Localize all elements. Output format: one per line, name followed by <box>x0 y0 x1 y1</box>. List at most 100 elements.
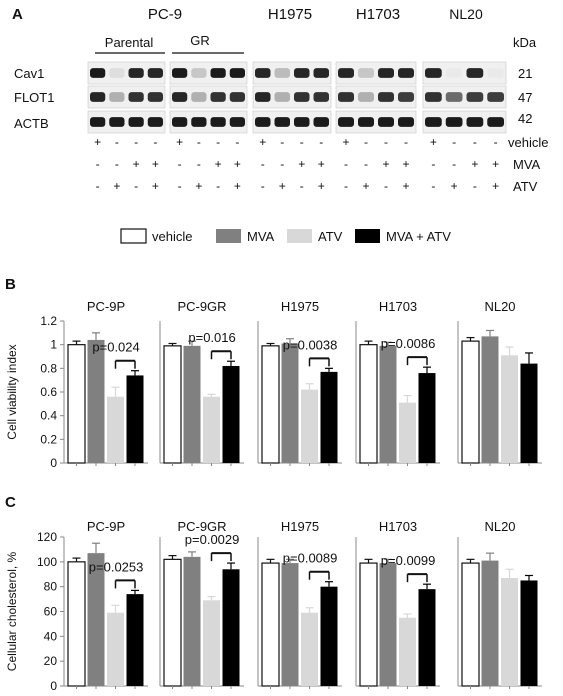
treatment-sign: - <box>473 135 477 149</box>
treatment-sign: - <box>364 135 368 149</box>
treatment-sign: + <box>318 157 325 171</box>
bar <box>481 560 499 686</box>
blot-band <box>338 117 354 127</box>
treatment-sign: - <box>261 179 265 193</box>
treatment-matrix: + - - - + - - - + - - - + - - - + - - -- - + + - - + + - - + + - - + + - - + +… <box>94 135 499 193</box>
blot-strip <box>335 61 417 85</box>
bar <box>107 612 124 686</box>
p-value-label: p=0.0029 <box>185 532 240 547</box>
treatment-sign: + <box>298 157 305 171</box>
treatment-sign: - <box>216 135 220 149</box>
treatment-sign: + <box>342 135 349 149</box>
y-tick-label: 100 <box>37 555 57 569</box>
treatment-sign: - <box>344 157 348 171</box>
treatment-sign: + <box>430 135 437 149</box>
bar <box>203 396 220 463</box>
blot-band <box>466 117 484 127</box>
treatment-sign: - <box>319 135 323 149</box>
y-tick-label: 1.2 <box>40 314 57 328</box>
blot-band <box>445 117 463 127</box>
bar <box>67 561 86 687</box>
y-tick-label: 0.8 <box>40 361 57 375</box>
blot-band <box>109 92 125 102</box>
p-value-label: p=0.024 <box>92 340 139 355</box>
treatment-sign: - <box>178 179 182 193</box>
blot-band <box>294 68 310 78</box>
kda-value-cav1: 21 <box>518 66 532 81</box>
blot-band <box>274 117 290 127</box>
p-value-label: p=0.0253 <box>89 559 144 574</box>
blot-band <box>109 117 125 127</box>
treatment-sign: - <box>431 157 435 171</box>
y-tick-label: 120 <box>37 530 57 544</box>
treatment-sign: + <box>113 179 120 193</box>
blot-band <box>229 68 245 78</box>
blot-band <box>487 92 504 102</box>
subplot-title: H1703 <box>379 519 417 534</box>
treatment-sign: - <box>300 135 304 149</box>
bar <box>126 594 144 686</box>
bar <box>481 336 499 463</box>
legend-swatch-mva <box>216 229 241 243</box>
blot-band <box>147 117 163 127</box>
treatment-sign: + <box>492 157 499 171</box>
bar <box>418 373 436 463</box>
y-tick-label: 80 <box>44 580 58 594</box>
western-blot-images <box>87 61 507 134</box>
treatment-sign: - <box>178 157 182 171</box>
bar <box>203 600 220 686</box>
treatment-sign: + <box>318 179 325 193</box>
bar <box>163 558 182 687</box>
cell-line-label-pc9: PC-9 <box>148 6 182 23</box>
bar <box>461 340 480 464</box>
blot-band <box>210 117 226 127</box>
blot-band <box>313 68 329 78</box>
blot-band <box>128 117 144 127</box>
treatment-sign: - <box>96 157 100 171</box>
blot-band <box>378 117 394 127</box>
kda-header: kDa <box>513 35 537 50</box>
treatment-sign: - <box>452 135 456 149</box>
subplot-title: H1975 <box>281 519 319 534</box>
y-tick-label: 1 <box>50 338 57 352</box>
bar <box>320 371 338 463</box>
blot-strip <box>87 110 166 134</box>
p-value-label: p=0.016 <box>188 330 235 345</box>
blot-strip <box>169 61 248 85</box>
kda-value-actb: 42 <box>518 111 532 126</box>
blot-band <box>128 68 144 78</box>
subgroup-label-gr: GR <box>190 33 210 48</box>
treatment-sign: + <box>152 179 159 193</box>
treatment-sign: - <box>300 179 304 193</box>
blot-band <box>398 92 414 102</box>
bar <box>461 562 480 687</box>
treatment-sign: - <box>216 179 220 193</box>
treatment-sign: - <box>261 157 265 171</box>
treatment-sign: - <box>115 135 119 149</box>
blot-strip <box>252 110 332 134</box>
bar <box>163 345 182 464</box>
blot-strip <box>252 61 332 85</box>
treatment-sign: - <box>280 157 284 171</box>
treatment-sign: + <box>451 179 458 193</box>
blot-band <box>255 68 271 78</box>
treatment-sign: - <box>473 179 477 193</box>
y-tick-label: 0 <box>50 456 57 470</box>
cell-line-label-h1703: H1703 <box>356 6 400 23</box>
blot-band <box>191 117 207 127</box>
bar <box>87 339 105 463</box>
kda-value-flot1: 47 <box>518 90 532 105</box>
treatment-sign: - <box>280 135 284 149</box>
treatment-sign: - <box>115 157 119 171</box>
bar <box>183 345 201 463</box>
bar <box>281 343 299 463</box>
protein-label-actb: ACTB <box>14 116 49 131</box>
blot-band <box>378 92 394 102</box>
bar <box>501 577 518 686</box>
panel-c-letter: C <box>5 494 16 511</box>
legend: vehicle MVA ATV MVA + ATV <box>120 228 451 244</box>
bar <box>379 563 397 686</box>
y-tick-label: 0.2 <box>40 432 57 446</box>
blot-band <box>487 117 504 127</box>
